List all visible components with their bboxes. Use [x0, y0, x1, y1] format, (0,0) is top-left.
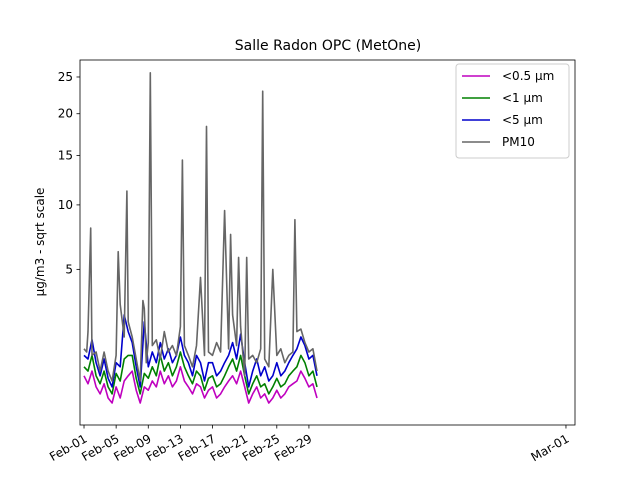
y-tick-label-4: 25: [58, 70, 73, 84]
series-layer: [83, 72, 318, 404]
plot-frame: [79, 59, 576, 426]
series-line-1: [83, 351, 318, 395]
y-tick-label-2: 15: [58, 148, 73, 162]
y-tick-label-1: 10: [58, 198, 73, 212]
legend-label-0: <0.5 µm: [502, 69, 554, 83]
legend-label-3: PM10: [502, 135, 535, 149]
series-line-0: [83, 365, 318, 404]
legend-box: [455, 63, 570, 159]
y-tick-label-0: 5: [65, 262, 73, 276]
legend-label-2: <5 µm: [502, 113, 543, 127]
y-axis-label: µg/m3 - sqrt scale: [33, 188, 47, 297]
legend: <0.5 µm <1 µm <5 µm PM10: [455, 63, 570, 159]
series-line-3: [83, 72, 318, 382]
y-tick-label-3: 20: [58, 107, 73, 121]
legend-label-1: <1 µm: [502, 91, 543, 105]
chart-title: Salle Radon OPC (MetOne): [235, 38, 421, 54]
